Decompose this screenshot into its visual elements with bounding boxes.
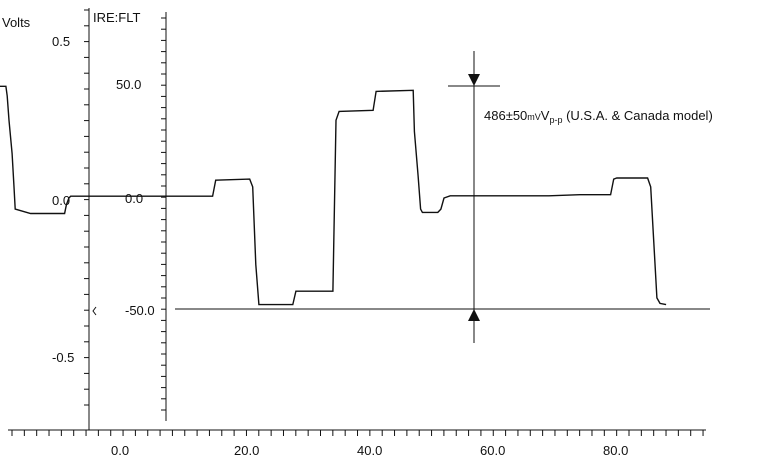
scale-marker-icon: [92, 306, 97, 316]
ire-axis-minor-ticks: [161, 17, 166, 411]
volts-tick-label: 0.5: [52, 34, 70, 49]
measurement-arrow-down-icon: [468, 74, 480, 86]
x-tick-label: 80.0: [603, 443, 628, 458]
x-axis-minor-ticks: [11, 430, 704, 436]
ire-tick-label: -50.0: [125, 303, 155, 318]
measurement-arrow-up-icon: [468, 309, 480, 321]
x-tick-label: 0.0: [111, 443, 129, 458]
volts-axis-label: Volts: [2, 15, 31, 30]
measurement-annotation: 486±50mVVp-p (U.S.A. & Canada model): [484, 108, 713, 125]
ire-tick-label: 50.0: [116, 77, 141, 92]
volts-axis-minor-ticks: [84, 9, 89, 406]
x-tick-label: 60.0: [480, 443, 505, 458]
x-tick-label: 20.0: [234, 443, 259, 458]
ire-tick-label: 0.0: [125, 191, 143, 206]
volts-tick-label: 0.0: [52, 193, 70, 208]
waveform-series-line: [0, 85, 667, 306]
x-tick-label: 40.0: [357, 443, 382, 458]
volts-tick-label: -0.5: [52, 350, 74, 365]
ire-axis-label: IRE:FLT: [93, 10, 140, 25]
